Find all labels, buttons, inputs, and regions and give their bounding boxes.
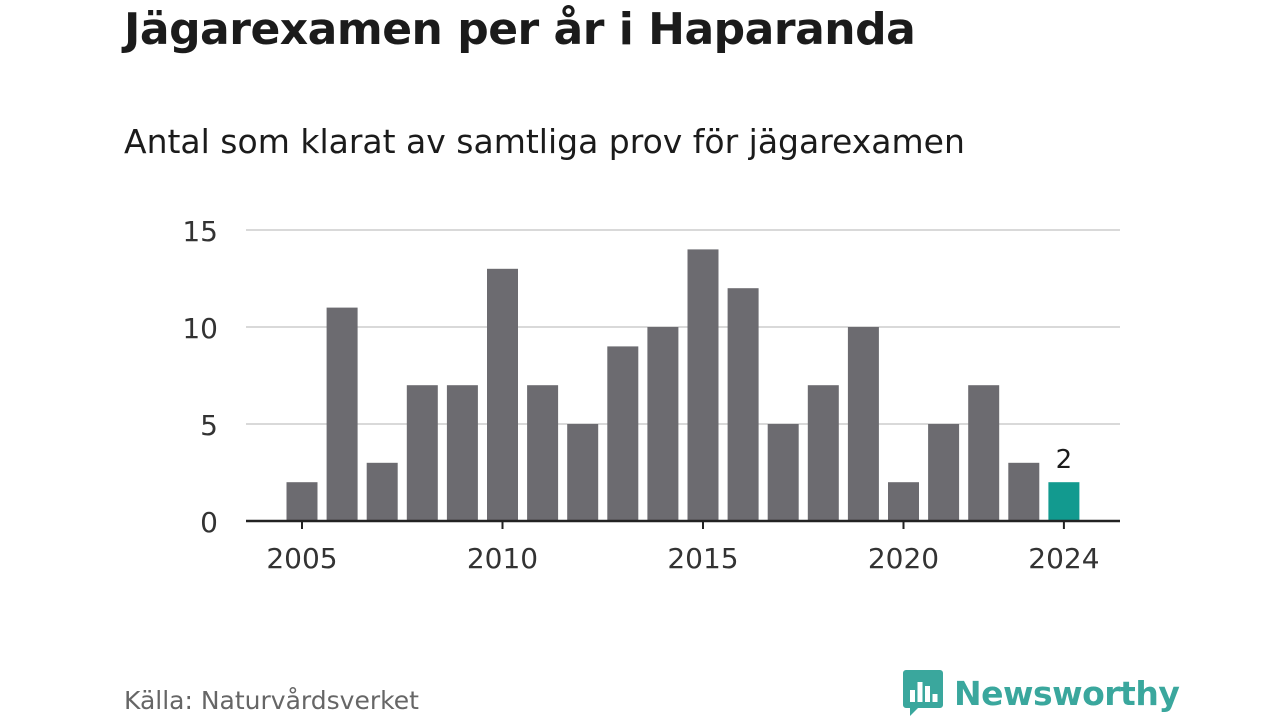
y-tick-label: 0 — [200, 506, 218, 539]
bar-2010 — [487, 268, 518, 521]
y-axis-ticks: 0 5 10 15 — [182, 215, 218, 539]
x-tick-label: 2005 — [266, 542, 337, 575]
bar-2019 — [847, 327, 879, 521]
y-tick-label: 15 — [182, 215, 218, 248]
chart-subtitle: Antal som klarat av samtliga prov för jä… — [124, 122, 965, 161]
newsworthy-chart-bubble-icon — [903, 670, 943, 716]
x-tick-label: 2024 — [1028, 542, 1099, 575]
brand-logo: Newsworthy — [902, 668, 1180, 718]
x-tick-label: 2010 — [467, 542, 538, 575]
bar-2020 — [888, 482, 919, 521]
bar-2015 — [687, 249, 719, 521]
bar-2018 — [807, 385, 839, 521]
brand-name: Newsworthy — [954, 673, 1180, 713]
x-axis-ticks: 2005 2010 2015 2020 2024 — [266, 521, 1100, 575]
source-note: Källa: Naturvårdsverket — [124, 686, 419, 715]
y-tick-label: 10 — [182, 312, 218, 345]
y-tick-label: 5 — [200, 409, 218, 442]
bar-2012 — [567, 424, 599, 521]
bars — [286, 249, 1080, 521]
data-labels: 2 — [1056, 445, 1073, 475]
bar-2005 — [286, 482, 318, 521]
bar-2022 — [968, 385, 1000, 521]
chart-title: Jägarexamen per år i Haparanda — [124, 4, 916, 55]
bar-2024 — [1048, 482, 1080, 521]
bar-2021 — [928, 424, 960, 521]
bar-2017 — [767, 424, 799, 521]
bar-2009 — [446, 385, 478, 521]
data-label-highlight: 2 — [1056, 445, 1073, 475]
bar-2013 — [607, 346, 639, 521]
bar-2014 — [647, 327, 679, 521]
x-tick-label: 2020 — [868, 542, 939, 575]
bar-2016 — [727, 288, 759, 521]
bar-2023 — [1008, 462, 1040, 521]
bar-2011 — [527, 385, 559, 521]
bar-2006 — [326, 307, 358, 521]
bar-2008 — [406, 385, 438, 521]
x-tick-label: 2015 — [667, 542, 738, 575]
bar-2007 — [366, 462, 398, 521]
